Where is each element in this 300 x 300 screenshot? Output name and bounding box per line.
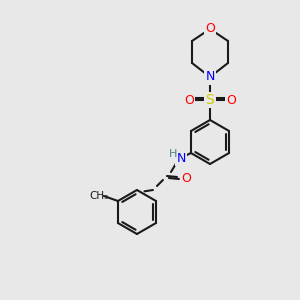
Text: S: S [206,93,214,107]
Text: H: H [169,149,177,159]
Text: CH₃: CH₃ [89,191,109,201]
Text: N: N [176,152,186,164]
Text: O: O [205,22,215,35]
Text: O: O [184,94,194,106]
Text: N: N [205,70,215,83]
Text: O: O [181,172,191,184]
Text: O: O [226,94,236,106]
